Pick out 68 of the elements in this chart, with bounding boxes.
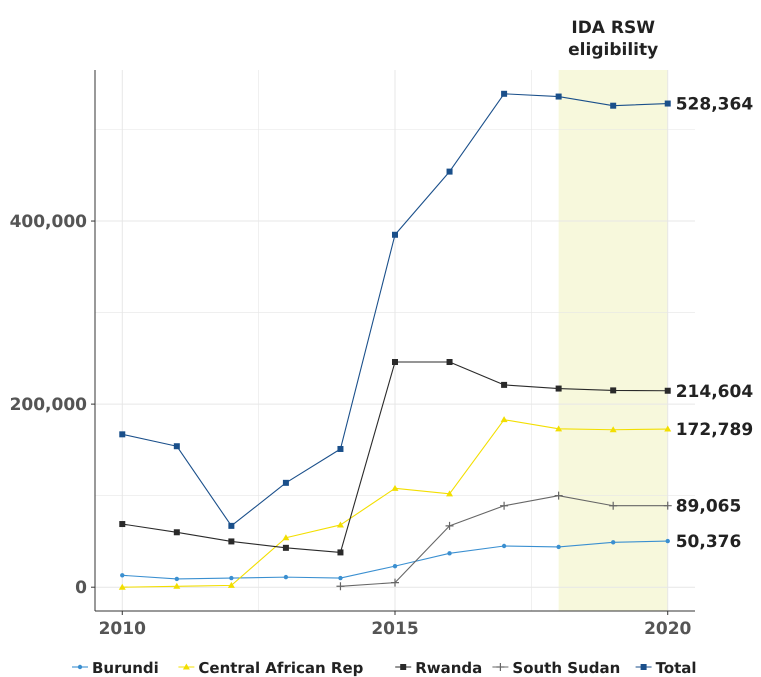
- point: [337, 549, 344, 556]
- x-tick-label: 2020: [644, 619, 692, 639]
- point: [120, 573, 124, 578]
- point: [610, 426, 617, 432]
- data-label: 89,065: [676, 496, 742, 517]
- point: [666, 538, 670, 544]
- point: [664, 426, 672, 432]
- point: [336, 521, 344, 528]
- point: [228, 582, 235, 588]
- point: [501, 382, 508, 388]
- point: [390, 578, 400, 588]
- y-tick-label: 0: [75, 578, 88, 598]
- point: [119, 521, 126, 528]
- point: [444, 521, 454, 530]
- legend-label: South Sudan: [512, 659, 620, 677]
- data-label: 172,789: [676, 420, 754, 440]
- point: [392, 232, 398, 238]
- point: [554, 491, 564, 500]
- legend-label: Total: [656, 659, 697, 677]
- point: [446, 168, 453, 175]
- point: [173, 582, 180, 589]
- point: [392, 359, 398, 366]
- point: [502, 544, 506, 548]
- point: [447, 551, 452, 556]
- point: [392, 484, 398, 491]
- point: [500, 416, 508, 422]
- point: [336, 582, 346, 591]
- x-tick-label: 2010: [98, 619, 146, 639]
- data-label: 528,364: [676, 94, 754, 115]
- point: [337, 446, 344, 452]
- point: [228, 538, 234, 544]
- point: [556, 544, 561, 550]
- band-label: IDA RSW eligibility: [568, 18, 658, 60]
- point: [228, 522, 234, 529]
- point: [556, 94, 562, 100]
- point: [392, 564, 398, 568]
- x-tick-label: 2015: [371, 619, 419, 639]
- point: [610, 102, 616, 109]
- point: [664, 388, 671, 394]
- point: [555, 425, 562, 432]
- point: [499, 501, 509, 510]
- point: [282, 534, 290, 540]
- legend-label: Rwanda: [415, 659, 482, 677]
- point: [446, 359, 453, 366]
- point: [174, 576, 180, 582]
- data-label: 50,376: [676, 532, 742, 552]
- point: [282, 544, 289, 551]
- point: [610, 540, 616, 545]
- point: [501, 90, 508, 97]
- point: [610, 387, 616, 394]
- point: [119, 431, 126, 438]
- point: [118, 584, 126, 590]
- point: [446, 490, 454, 496]
- point: [174, 529, 180, 536]
- point: [282, 480, 289, 486]
- point: [284, 574, 288, 580]
- point: [608, 501, 618, 510]
- data-label: 214,604: [676, 382, 754, 402]
- point: [663, 501, 672, 510]
- point: [664, 100, 671, 107]
- point: [174, 443, 180, 450]
- y-tick-label: 200,000: [10, 395, 88, 416]
- point: [338, 576, 343, 580]
- legend-label: Central African Rep: [198, 659, 364, 677]
- legend-label: Burundi: [92, 659, 159, 677]
- point: [556, 386, 562, 392]
- point: [229, 576, 234, 580]
- y-tick-label: 400,000: [10, 212, 88, 232]
